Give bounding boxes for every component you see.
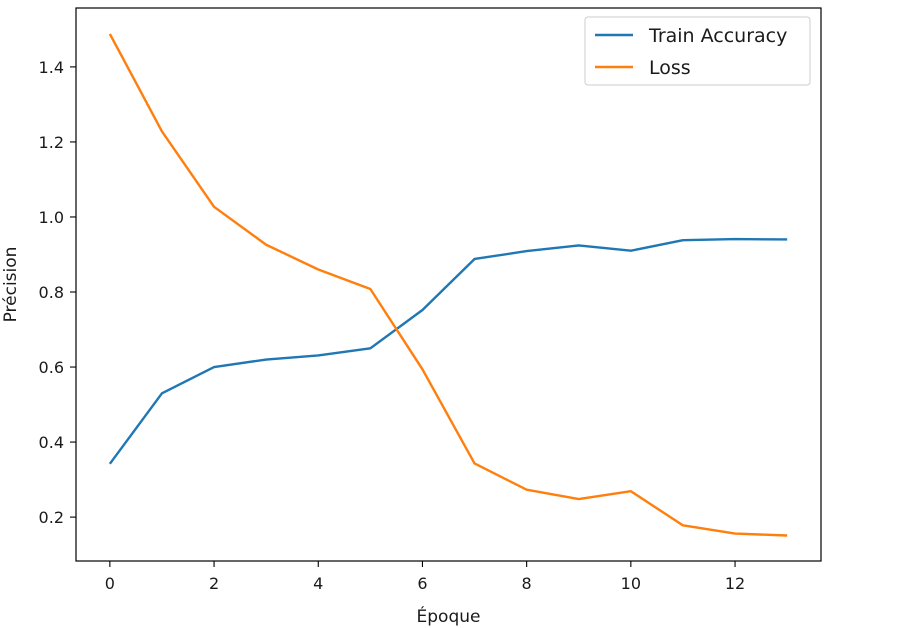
x-tick-label: 0 [105, 574, 115, 593]
legend-label-1: Loss [649, 57, 691, 79]
x-axis-label: Époque [417, 605, 481, 627]
legend: Train Accuracy Loss [584, 16, 811, 86]
y-tick-label: 1.0 [39, 208, 64, 227]
x-tick-label: 12 [725, 574, 745, 593]
axes-frame [75, 7, 822, 562]
ticks-layer: 0 2 4 6 8 10 12 0.2 0.4 0.6 0.8 1.0 1.2 1.4 [39, 58, 746, 593]
y-tick-label: 0.8 [39, 283, 64, 302]
legend-box [584, 16, 811, 86]
series-layer [108, 33, 788, 537]
legend-label-0: Train Accuracy [648, 25, 787, 47]
x-tick-label: 10 [621, 574, 641, 593]
y-tick-label: 1.2 [39, 133, 64, 152]
x-tick-label: 4 [313, 574, 323, 593]
y-tick-label: 0.4 [39, 433, 64, 452]
x-tick-label: 8 [522, 574, 532, 593]
y-tick-label: 1.4 [39, 58, 64, 77]
plot-area [75, 7, 822, 562]
y-tick-label: 0.6 [39, 358, 64, 377]
y-tick-label: 0.2 [39, 508, 64, 527]
x-tick-label: 2 [209, 574, 219, 593]
y-axis-label: Précision [1, 247, 21, 323]
x-tick-label: 6 [417, 574, 427, 593]
series-line-1 [108, 33, 788, 537]
series-line-0 [108, 237, 788, 465]
